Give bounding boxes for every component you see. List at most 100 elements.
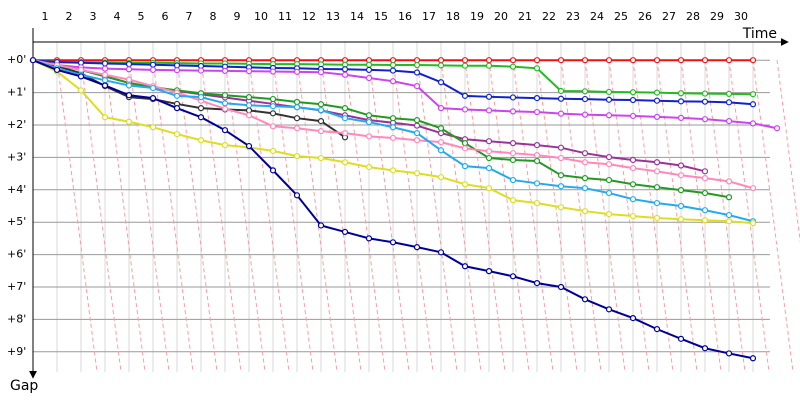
data-point	[725, 218, 733, 225]
data-point	[245, 94, 253, 101]
data-point	[677, 172, 685, 179]
x-tick-label: 22	[542, 10, 556, 23]
data-point	[125, 76, 133, 83]
data-point	[629, 156, 637, 164]
data-point	[605, 153, 613, 161]
x-tick-label: 16	[398, 10, 412, 23]
x-axis-title: Time	[742, 26, 777, 42]
data-point	[365, 74, 373, 82]
data-point	[221, 127, 229, 134]
data-point	[749, 220, 757, 227]
data-point	[629, 89, 637, 96]
data-point	[533, 180, 541, 187]
lap-line	[392, 59, 434, 373]
data-point	[365, 133, 373, 140]
y-tick-label: +6'	[7, 248, 26, 261]
lap-line	[440, 59, 482, 373]
x-tick-label: 23	[566, 10, 580, 23]
data-point	[437, 62, 445, 69]
data-point	[101, 65, 109, 72]
data-point	[101, 114, 109, 121]
data-point	[413, 170, 421, 177]
lap-lines	[56, 59, 800, 373]
data-point	[533, 57, 541, 64]
data-point	[221, 105, 229, 112]
data-point	[581, 159, 589, 166]
data-point	[629, 181, 637, 188]
data-point	[485, 164, 493, 172]
data-point	[677, 90, 685, 97]
data-point	[485, 185, 493, 192]
data-point	[101, 77, 109, 84]
x-tick-label: 8	[210, 10, 217, 23]
data-point	[365, 61, 373, 68]
data-point	[509, 156, 517, 164]
data-point	[413, 122, 421, 129]
lap-line	[656, 59, 698, 373]
data-point	[677, 202, 685, 210]
data-point	[413, 244, 421, 251]
x-tick-label: 11	[278, 10, 292, 23]
lap-line	[128, 59, 170, 373]
data-point	[461, 163, 469, 170]
data-point	[581, 185, 589, 192]
data-point	[653, 168, 661, 175]
y-tick-label: +8'	[7, 312, 26, 325]
x-tick-label: 27	[662, 10, 676, 23]
data-point	[533, 141, 541, 149]
data-point	[389, 124, 397, 131]
data-point	[461, 181, 469, 188]
data-point	[77, 73, 85, 80]
data-point	[149, 124, 157, 131]
data-point	[653, 214, 661, 222]
x-tick-label: 17	[422, 10, 436, 23]
lap-line	[464, 59, 506, 373]
data-point	[557, 87, 565, 95]
data-point	[509, 150, 517, 157]
data-point	[701, 116, 709, 123]
data-point	[677, 216, 685, 223]
lap-line	[200, 59, 242, 373]
data-point	[629, 315, 637, 322]
data-point	[269, 103, 277, 110]
data-point	[461, 57, 469, 64]
data-point	[533, 108, 541, 116]
lap-line	[488, 59, 530, 373]
data-point	[269, 95, 277, 103]
data-point	[629, 57, 637, 64]
data-point	[509, 176, 517, 184]
data-point	[701, 345, 709, 352]
data-point	[509, 108, 517, 115]
x-tick-label: 21	[518, 10, 532, 23]
data-point	[725, 99, 733, 106]
lap-line	[272, 59, 314, 373]
data-point	[605, 96, 613, 103]
lap-line	[728, 59, 770, 373]
lap-line	[704, 59, 746, 373]
data-point	[485, 62, 493, 69]
data-point	[317, 106, 325, 114]
data-point	[341, 71, 349, 78]
data-point	[53, 66, 61, 74]
data-point	[125, 82, 133, 89]
data-point	[677, 335, 685, 342]
data-point	[197, 94, 205, 101]
data-point	[701, 175, 709, 182]
series-line	[32, 59, 778, 130]
data-point	[533, 280, 541, 287]
data-point	[341, 105, 349, 112]
lap-line	[680, 59, 722, 373]
data-point	[125, 66, 133, 73]
data-point	[749, 57, 757, 64]
data-point	[293, 153, 301, 160]
data-point	[461, 62, 469, 69]
data-point	[677, 162, 685, 169]
data-point	[629, 112, 637, 120]
data-point	[197, 114, 205, 121]
data-point	[509, 63, 517, 70]
x-tick-label: 10	[254, 10, 268, 23]
data-point	[269, 167, 277, 174]
data-point	[533, 95, 541, 102]
data-point	[317, 118, 325, 125]
